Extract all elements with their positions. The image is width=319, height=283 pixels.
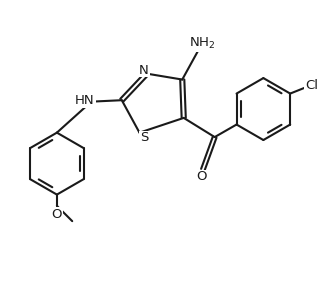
Text: S: S xyxy=(140,132,148,144)
Text: O: O xyxy=(196,170,207,183)
Text: HN: HN xyxy=(75,94,95,107)
Text: N: N xyxy=(139,64,149,77)
Text: NH$_2$: NH$_2$ xyxy=(189,36,215,51)
Text: Cl: Cl xyxy=(305,80,318,92)
Text: O: O xyxy=(52,207,62,220)
